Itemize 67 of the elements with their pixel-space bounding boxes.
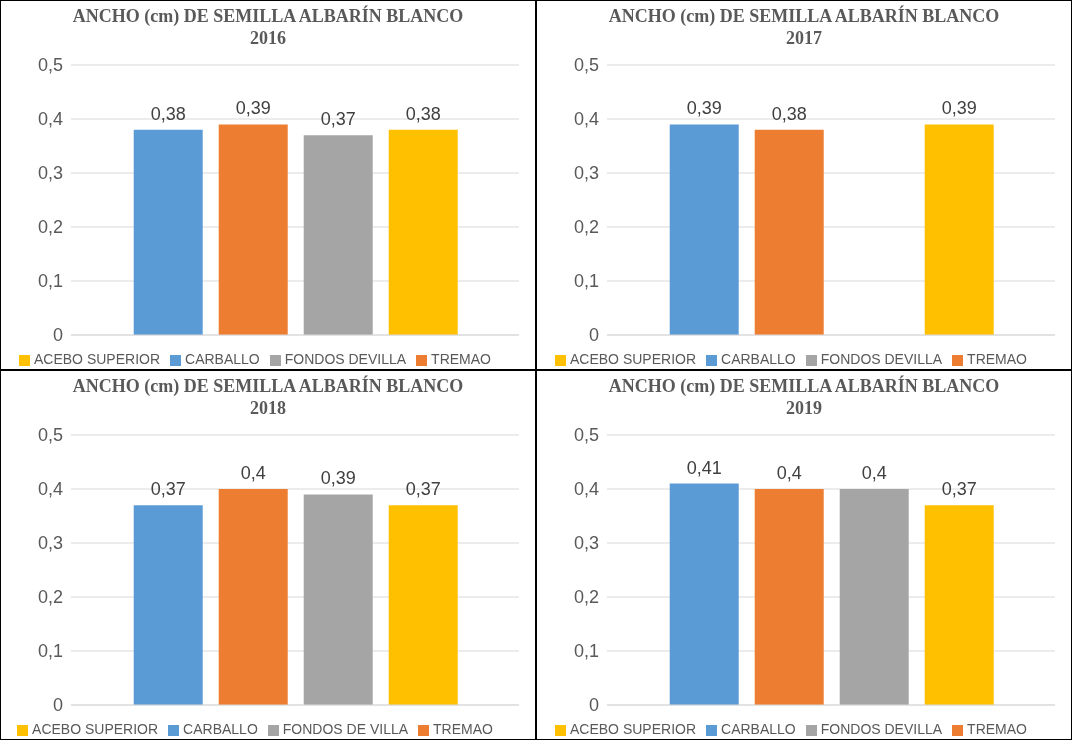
legend-label: CARBALLO bbox=[721, 721, 796, 737]
data-label: 0,37 bbox=[320, 109, 356, 130]
data-label: 0,37 bbox=[941, 479, 977, 500]
y-tick-label: 0,3 bbox=[37, 163, 63, 184]
data-label: 0,4 bbox=[861, 463, 887, 483]
legend-label: ACEBO SUPERIOR bbox=[570, 721, 697, 737]
y-tick-label: 0 bbox=[52, 325, 63, 346]
y-tick-label: 0,5 bbox=[37, 425, 63, 446]
y-tick-label: 0,1 bbox=[573, 641, 599, 662]
y-tick-label: 0,3 bbox=[37, 533, 63, 554]
legend-label: ACEBO SUPERIOR bbox=[570, 351, 697, 367]
bar bbox=[388, 505, 458, 705]
legend-label: TREMAO bbox=[967, 351, 1027, 367]
y-tick-label: 0,2 bbox=[37, 587, 63, 608]
y-tick-label: 0,1 bbox=[37, 271, 63, 292]
legend-label: ACEBO SUPERIOR bbox=[34, 351, 161, 367]
legend-label: ACEBO SUPERIOR bbox=[32, 721, 159, 737]
chart-title: ANCHO (cm) DE SEMILLA ALBARÍN BLANCO 2018 bbox=[71, 375, 465, 419]
legend-label: FONDOS DE VILLA bbox=[282, 721, 409, 737]
data-label: 0,39 bbox=[686, 98, 722, 119]
y-tick-label: 0,1 bbox=[573, 271, 599, 292]
y-tick-label: 0,1 bbox=[37, 641, 63, 662]
chart-title: ANCHO (cm) DE SEMILLA ALBARÍN BLANCO 2016 bbox=[71, 5, 465, 49]
chart-title: ANCHO (cm) DE SEMILLA ALBARÍN BLANCO 2017 bbox=[607, 5, 1001, 49]
bar bbox=[924, 505, 994, 705]
bar bbox=[754, 489, 824, 705]
y-tick-label: 0,3 bbox=[573, 533, 599, 554]
data-label: 0,41 bbox=[686, 457, 722, 478]
bar bbox=[303, 494, 373, 705]
data-label: 0,39 bbox=[941, 98, 977, 119]
bar bbox=[839, 489, 909, 705]
y-tick-label: 0,2 bbox=[573, 587, 599, 608]
y-tick-label: 0,3 bbox=[573, 163, 599, 184]
bar bbox=[669, 483, 739, 705]
y-tick-label: 0,4 bbox=[573, 109, 599, 130]
y-tick-label: 0,4 bbox=[37, 109, 63, 130]
y-tick-label: 0,5 bbox=[573, 425, 599, 446]
y-tick-label: 0,2 bbox=[37, 217, 63, 238]
legend-label: TREMAO bbox=[967, 721, 1027, 737]
data-label: 0,37 bbox=[405, 479, 441, 500]
y-tick-label: 0,5 bbox=[37, 55, 63, 76]
bar bbox=[218, 489, 288, 705]
y-tick-label: 0,4 bbox=[573, 479, 599, 500]
legend-label: FONDOS DEVILLA bbox=[820, 721, 943, 737]
y-tick-label: 0,5 bbox=[573, 55, 599, 76]
bar bbox=[133, 505, 203, 705]
data-label: 0,38 bbox=[405, 103, 441, 124]
legend-label: FONDOS DEVILLA bbox=[820, 351, 943, 367]
data-label: 0,4 bbox=[776, 463, 802, 483]
data-label: 0,4 bbox=[240, 463, 266, 483]
data-label: 0,37 bbox=[150, 479, 186, 500]
legend-label: FONDOS DEVILLA bbox=[284, 351, 407, 367]
legend-label: TREMAO bbox=[431, 351, 491, 367]
y-tick-label: 0,2 bbox=[573, 217, 599, 238]
data-label: 0,38 bbox=[771, 103, 807, 124]
legend-label: TREMAO bbox=[433, 721, 493, 737]
data-label: 0,39 bbox=[235, 98, 271, 119]
legend-label: CARBALLO bbox=[183, 721, 258, 737]
chart-title: ANCHO (cm) DE SEMILLA ALBARÍN BLANCO 2019 bbox=[607, 375, 1001, 419]
data-label: 0,38 bbox=[150, 103, 186, 124]
legend-label: CARBALLO bbox=[185, 351, 260, 367]
y-tick-label: 0,4 bbox=[37, 479, 63, 500]
y-tick-label: 0 bbox=[588, 325, 599, 346]
y-tick-label: 0 bbox=[588, 695, 599, 716]
y-tick-label: 0 bbox=[52, 695, 63, 716]
legend-label: CARBALLO bbox=[721, 351, 796, 367]
data-label: 0,39 bbox=[320, 468, 356, 489]
